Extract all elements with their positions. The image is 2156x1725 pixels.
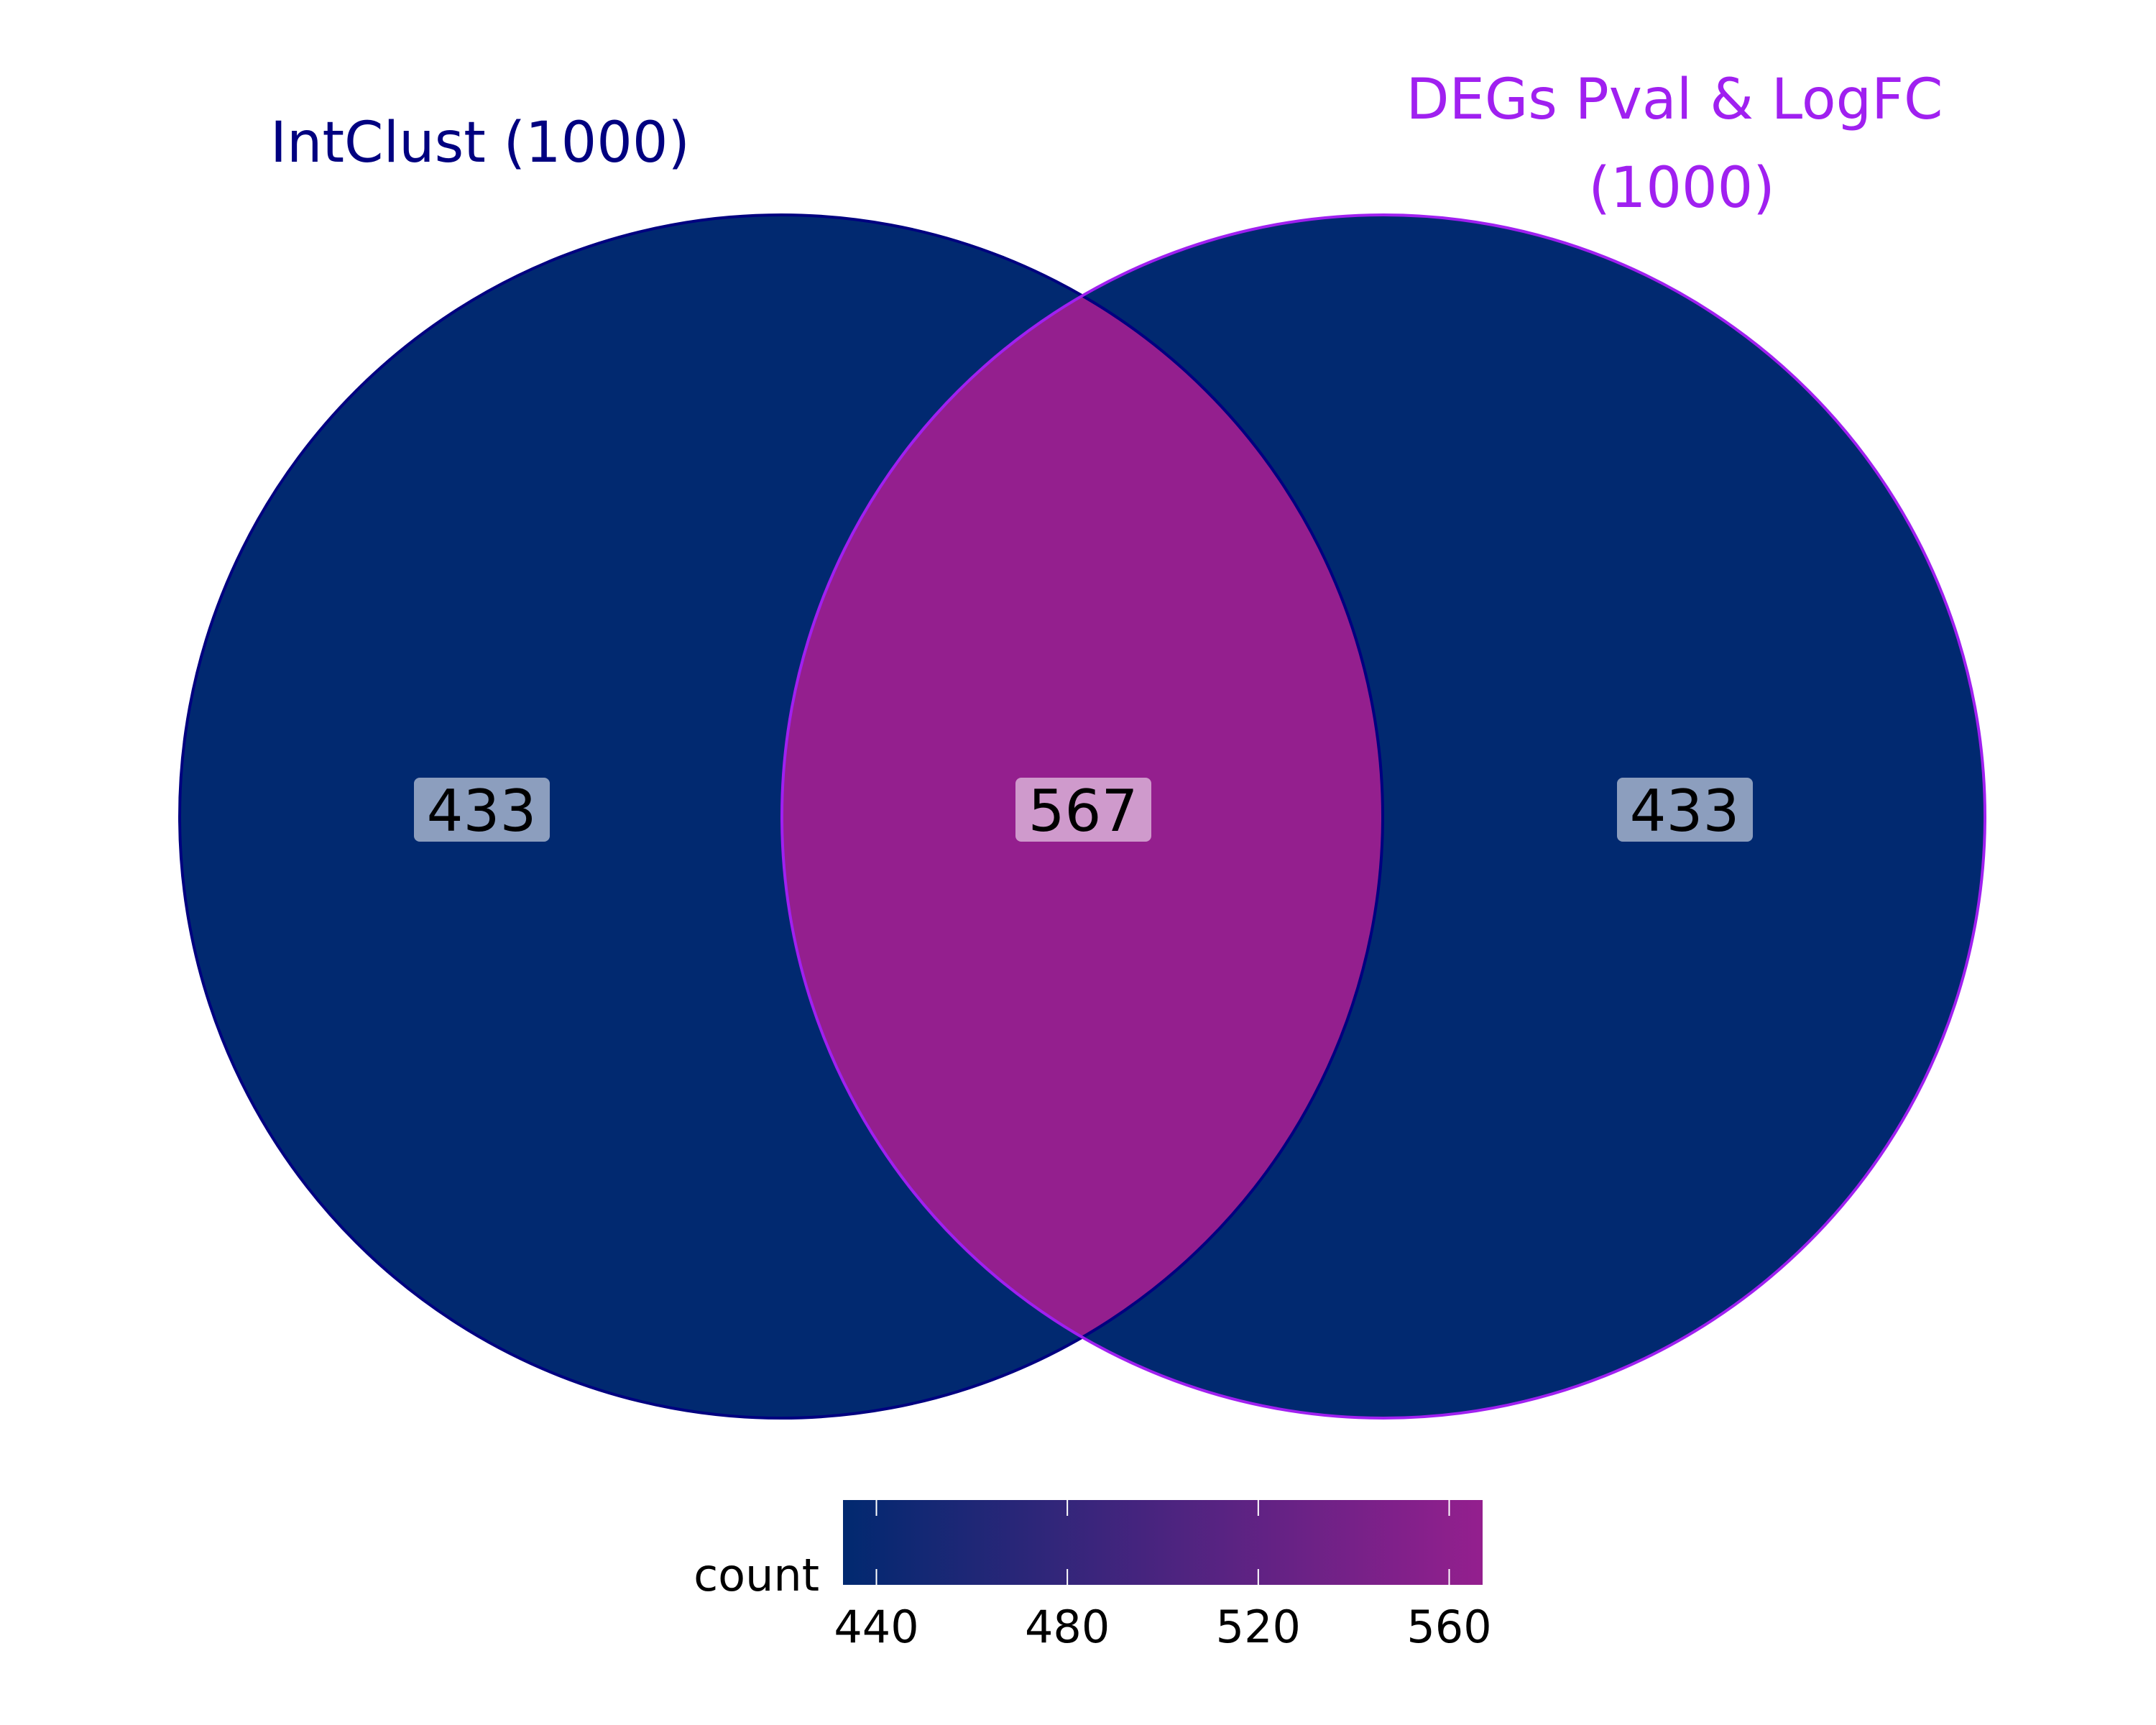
set-label-degs-line1: DEGs Pval & LogFC — [1406, 68, 1943, 132]
legend-tick-label: 480 — [1025, 1601, 1110, 1653]
count-label-right-only: 433 — [1617, 778, 1753, 845]
circle-degs-outline — [780, 213, 1986, 1420]
legend-tick-label: 560 — [1406, 1601, 1491, 1653]
count-label-left-only: 433 — [414, 778, 550, 845]
count-label-intersection: 567 — [1015, 778, 1151, 845]
circle-intclust-outline — [178, 213, 1384, 1420]
legend-tick-label: 520 — [1216, 1601, 1301, 1653]
region-right-only — [1082, 214, 1985, 1418]
set-label-degs-line2: (1000) — [1588, 156, 1774, 221]
color-legend: count 440 480 520 560 — [694, 1500, 1492, 1653]
legend-tick-label: 440 — [834, 1601, 918, 1653]
region-left-only — [180, 214, 1082, 1419]
legend-ticks: 440 480 520 560 — [834, 1500, 1492, 1653]
svg-text:433: 433 — [1630, 778, 1740, 845]
legend-colorbar — [843, 1500, 1483, 1585]
legend-title: count — [694, 1549, 819, 1601]
svg-text:567: 567 — [1028, 778, 1138, 845]
set-label-intclust: IntClust (1000) — [270, 111, 690, 175]
svg-text:433: 433 — [427, 778, 537, 845]
